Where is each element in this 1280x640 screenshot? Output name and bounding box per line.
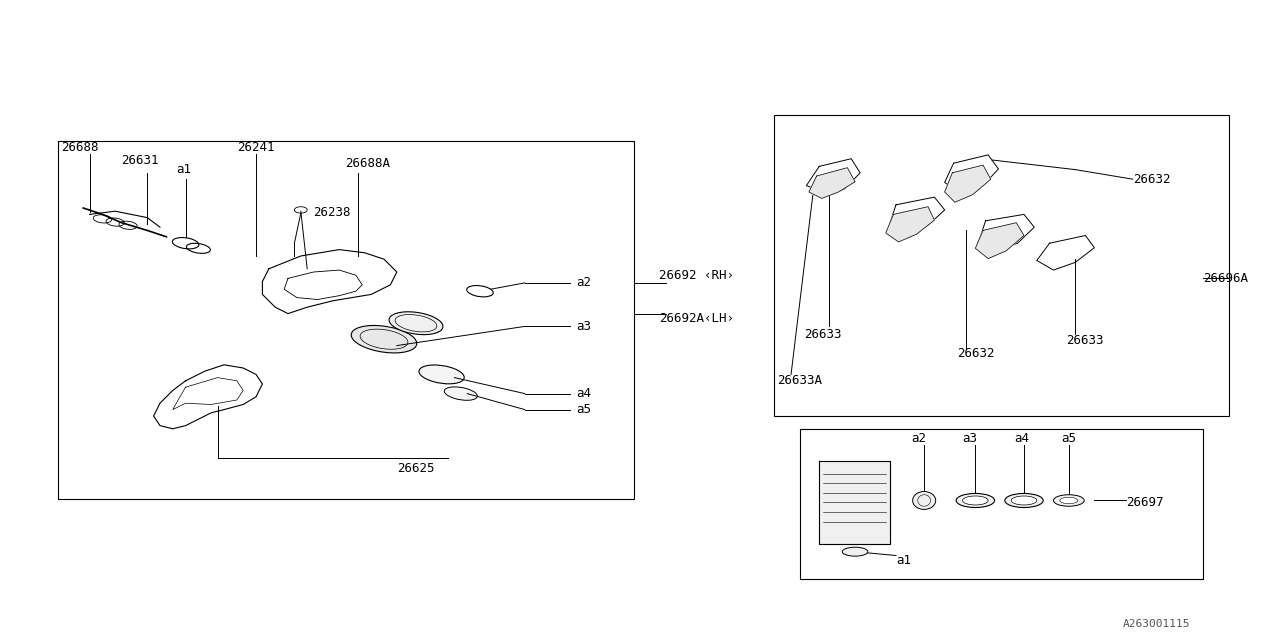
- Ellipse shape: [1005, 493, 1043, 508]
- Polygon shape: [819, 461, 890, 544]
- Text: a1: a1: [177, 163, 192, 176]
- Ellipse shape: [842, 547, 868, 556]
- Text: 26633A: 26633A: [777, 374, 822, 387]
- Polygon shape: [890, 197, 945, 233]
- Polygon shape: [979, 214, 1034, 251]
- Ellipse shape: [351, 326, 417, 353]
- Text: a3: a3: [576, 320, 591, 333]
- Ellipse shape: [419, 365, 465, 384]
- Text: a4: a4: [576, 387, 591, 400]
- Text: 26692A‹LH›: 26692A‹LH›: [659, 312, 735, 324]
- Polygon shape: [886, 207, 934, 242]
- Text: 26696A: 26696A: [1203, 272, 1248, 285]
- Text: a4: a4: [1014, 432, 1029, 445]
- Text: 26241: 26241: [237, 141, 274, 154]
- Text: 26625: 26625: [397, 462, 434, 475]
- Polygon shape: [945, 155, 998, 193]
- Text: 26697: 26697: [1126, 496, 1164, 509]
- Polygon shape: [1037, 236, 1094, 270]
- Polygon shape: [809, 168, 855, 198]
- Text: a2: a2: [576, 276, 591, 289]
- Text: 26633: 26633: [804, 328, 841, 340]
- Text: 26238: 26238: [314, 206, 351, 219]
- Ellipse shape: [444, 387, 477, 400]
- Ellipse shape: [1060, 497, 1078, 504]
- Text: a2: a2: [911, 432, 927, 445]
- Text: 26631: 26631: [122, 154, 159, 166]
- Ellipse shape: [963, 496, 988, 505]
- Text: 26633: 26633: [1066, 334, 1103, 347]
- Text: a5: a5: [576, 403, 591, 416]
- Text: 26692 ‹RH›: 26692 ‹RH›: [659, 269, 735, 282]
- Ellipse shape: [956, 493, 995, 508]
- Ellipse shape: [1011, 496, 1037, 505]
- Ellipse shape: [389, 312, 443, 335]
- Text: a5: a5: [1061, 432, 1076, 445]
- Polygon shape: [262, 250, 397, 314]
- Text: 26688A: 26688A: [346, 157, 390, 170]
- Polygon shape: [975, 223, 1024, 259]
- Text: a1: a1: [896, 554, 911, 566]
- Text: 26688: 26688: [61, 141, 99, 154]
- Polygon shape: [945, 165, 991, 202]
- Text: 26632: 26632: [1133, 173, 1170, 186]
- Text: A263001115: A263001115: [1123, 619, 1190, 629]
- Polygon shape: [154, 365, 262, 429]
- Ellipse shape: [1053, 495, 1084, 506]
- Text: 26632: 26632: [957, 347, 995, 360]
- Ellipse shape: [913, 492, 936, 509]
- Ellipse shape: [467, 285, 493, 297]
- Text: a3: a3: [963, 432, 978, 445]
- Polygon shape: [806, 159, 860, 195]
